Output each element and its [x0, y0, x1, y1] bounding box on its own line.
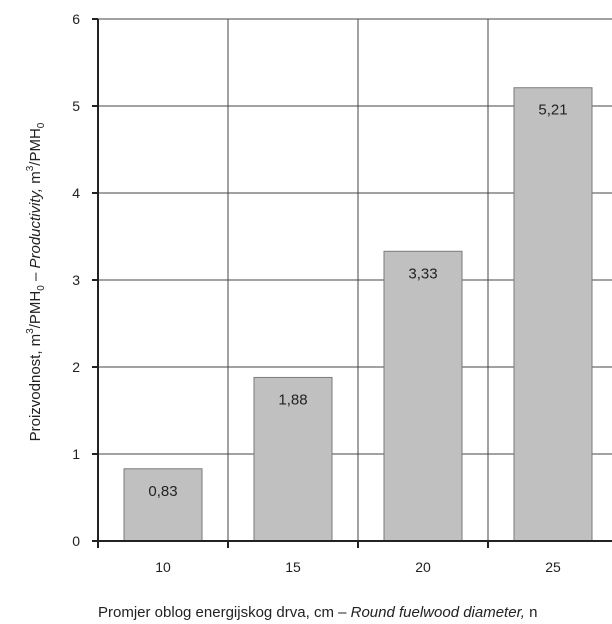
x-tick-label: 10 — [155, 559, 171, 575]
bar — [383, 250, 463, 542]
x-axis-ticks: 10 15 20 25 — [97, 541, 561, 575]
bar-value-label: 5,21 — [538, 102, 567, 119]
bar-value-label: 1,88 — [278, 391, 307, 408]
bar — [123, 468, 203, 542]
y-tick-label: 2 — [72, 359, 80, 375]
x-tick-label: 25 — [545, 559, 561, 575]
x-axis-title: Promjer oblog energijskog drva, cm – Rou… — [98, 604, 537, 621]
y-tick-label: 1 — [72, 446, 80, 462]
x-tick-label: 20 — [415, 559, 431, 575]
y-axis-title: Proizvodnost, m3/PMH0 – Productivity, m3… — [25, 122, 47, 441]
y-tick-label: 3 — [72, 272, 80, 288]
y-tick-label: 6 — [72, 11, 80, 27]
bar-value-label: 3,33 — [408, 265, 437, 282]
y-tick-label: 5 — [72, 98, 80, 114]
y-tick-label: 0 — [72, 533, 80, 549]
bar — [253, 376, 333, 542]
x-tick-label: 15 — [285, 559, 301, 575]
y-tick-label: 4 — [72, 185, 80, 201]
bars: 0,83 1,88 3,33 5,21 — [123, 87, 593, 542]
bar — [513, 87, 593, 542]
y-axis-ticks: 0 1 2 3 4 5 6 — [72, 11, 98, 549]
grid-lines — [98, 18, 612, 541]
bar-value-label: 0,83 — [148, 483, 177, 500]
